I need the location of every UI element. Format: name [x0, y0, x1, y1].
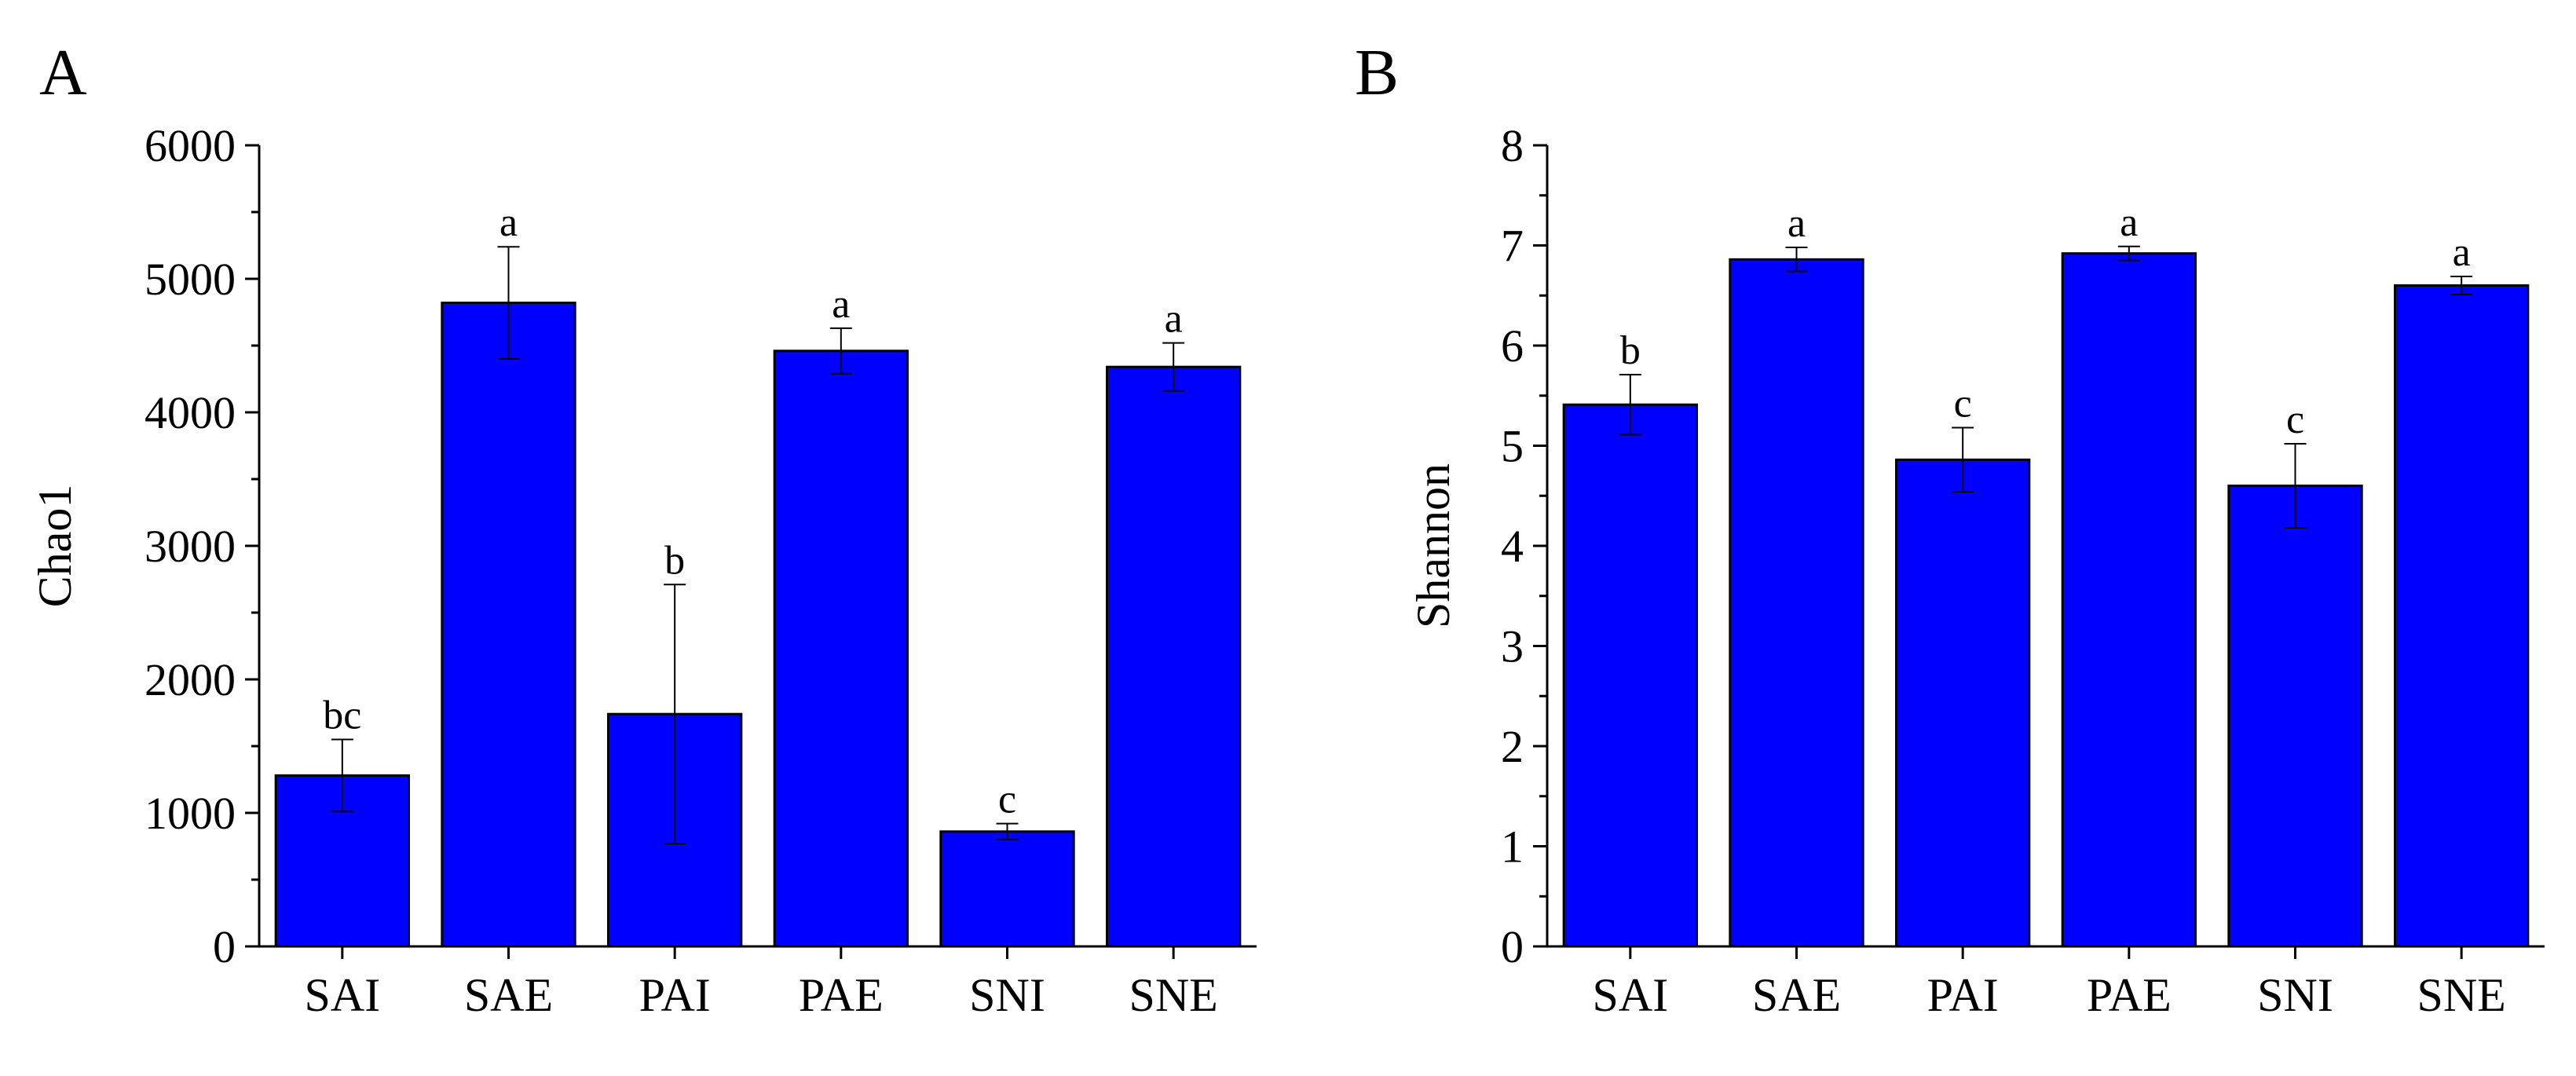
y-tick-label: 0 [213, 921, 236, 972]
bar-sni [939, 830, 1075, 948]
y-tick-label: 6 [1501, 320, 1524, 371]
y-axis-title: Chao1 [29, 485, 81, 608]
panel-label: B [1355, 36, 1399, 109]
y-tick-label: 6000 [145, 120, 236, 171]
x-category-label-sni: SNI [2257, 969, 2333, 1021]
y-tick-label: 0 [1501, 921, 1524, 972]
bar-pai [1895, 458, 2031, 948]
bar-sae [1729, 258, 1864, 948]
significance-label-sae: a [499, 200, 518, 245]
significance-label-sai: b [1620, 328, 1641, 373]
y-tick-label: 1000 [145, 788, 236, 839]
y-tick-label: 8 [1501, 120, 1524, 171]
bar-pae [2061, 252, 2197, 948]
y-tick-label: 4 [1501, 521, 1524, 572]
x-category-label-pae: PAE [799, 969, 884, 1021]
y-tick-label: 2000 [145, 654, 236, 705]
bar-pae [773, 350, 909, 948]
y-tick-label: 1 [1501, 822, 1524, 873]
panel-a-chao1-chart: A0100020003000400050006000Chao1bcSAIaSAE… [29, 36, 1257, 1021]
significance-label-sne: a [1165, 297, 1183, 342]
bar-sne [1106, 365, 1242, 948]
y-tick-label: 5000 [145, 254, 236, 305]
significance-label-pai: c [1954, 382, 1972, 426]
panel-b-shannon-chart: B 0 1 2 3 4 5 6 7 8 Shannon b SAI a SAE c PAI a PAE c SNI a SN… [1355, 36, 2545, 1021]
x-category-label-sae: SAE [1752, 969, 1841, 1021]
x-category-label-sne: SNE [2417, 969, 2505, 1021]
x-category-label-pai: PAI [1927, 969, 1999, 1021]
significance-label-sai: bc [323, 694, 361, 738]
y-tick-label: 5 [1501, 421, 1524, 472]
y-tick-label: 3000 [145, 521, 236, 572]
significance-label-sne: a [2453, 230, 2471, 275]
significance-label-pae: a [2120, 200, 2138, 245]
significance-label-sae: a [1787, 201, 1806, 246]
x-category-label-sni: SNI [969, 969, 1045, 1021]
significance-label-sni: c [998, 778, 1016, 822]
x-category-label-sne: SNE [1129, 969, 1217, 1021]
x-category-label-pai: PAI [639, 969, 711, 1021]
y-tick-label: 2 [1501, 721, 1524, 772]
y-tick-label: 4000 [145, 387, 236, 438]
significance-label-pai: b [664, 538, 685, 583]
significance-label-pae: a [832, 282, 850, 327]
x-category-label-sai: SAI [1592, 969, 1668, 1021]
panel-label: A [39, 36, 87, 109]
x-category-label-pae: PAE [2087, 969, 2172, 1021]
x-category-label-sai: SAI [304, 969, 380, 1021]
bar-sne [2394, 284, 2530, 948]
y-tick-label: 3 [1501, 621, 1524, 672]
y-axis-title: Shannon [1407, 463, 1459, 628]
x-category-label-sae: SAE [464, 969, 553, 1021]
bar-sni [2227, 485, 2363, 948]
significance-label-sni: c [2286, 397, 2304, 442]
bar-sae [441, 302, 576, 948]
y-tick-label: 7 [1501, 221, 1524, 272]
bar-sai [1562, 403, 1698, 948]
